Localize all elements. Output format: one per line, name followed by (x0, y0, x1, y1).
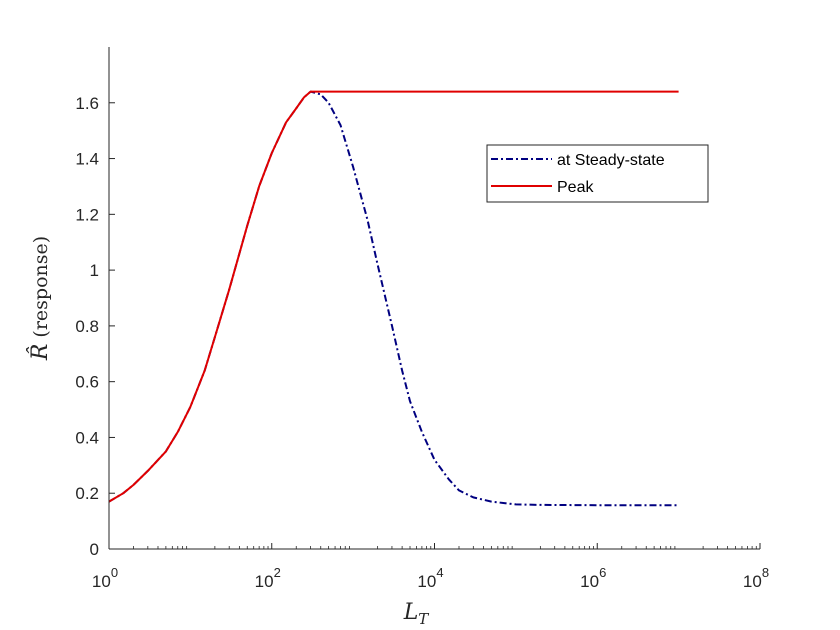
x-tick-label-base: 10 (255, 572, 274, 591)
x-tick-label: 102 (255, 565, 281, 591)
x-tick-label-exponent: 2 (274, 565, 281, 580)
x-tick-label-base: 10 (92, 572, 111, 591)
x-tick-label: 104 (417, 565, 443, 591)
y-tick-label: 1.4 (75, 150, 99, 169)
x-tick-label-exponent: 8 (762, 565, 769, 580)
series-layer (108, 90, 679, 507)
y-tick-label: 1.2 (75, 205, 99, 224)
legend: at Steady-state Peak (486, 144, 709, 203)
axes-layer (108, 47, 761, 550)
x-tick-label-exponent: 6 (599, 565, 606, 580)
x-tick-label-base: 10 (580, 572, 599, 591)
plot-background (109, 47, 760, 549)
series-line-at-steady-state (108, 90, 679, 507)
y-axis-title: R̂ (response) (27, 236, 53, 361)
y-axis-title-text: (response) (30, 236, 52, 338)
legend-label-peak: Peak (557, 179, 594, 196)
x-axis-title-main: L (403, 600, 419, 625)
y-tick-label: 1.6 (75, 94, 99, 113)
y-axis-title-symbol: R̂ (27, 344, 53, 362)
y-tick-label: 1 (90, 261, 99, 280)
x-axis-title: LT (403, 600, 430, 628)
y-tick-label: 0.4 (75, 428, 99, 447)
legend-box (486, 144, 709, 203)
y-tick-label: 0 (90, 540, 99, 559)
y-tick-label: 0.6 (75, 373, 99, 392)
x-tick-label: 108 (743, 565, 769, 591)
x-tick-label-exponent: 0 (111, 565, 118, 580)
x-tick-label-base: 10 (417, 572, 436, 591)
x-tick-label-base: 10 (743, 572, 762, 591)
x-tick-label: 106 (580, 565, 606, 591)
x-axis-title-subscript: T (418, 610, 429, 628)
y-tick-label: 0.8 (75, 317, 99, 336)
y-tick-label: 0.2 (75, 484, 99, 503)
x-tick-label-exponent: 4 (436, 565, 443, 580)
legend-label-steady-state: at Steady-state (557, 152, 665, 169)
x-tick-label: 100 (92, 565, 118, 591)
series-line-peak (108, 90, 679, 503)
